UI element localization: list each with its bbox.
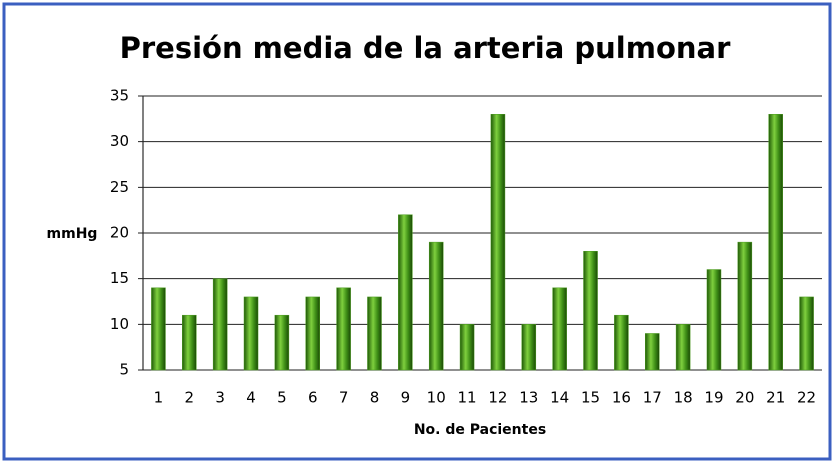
x-tick-label: 15 [581,389,600,407]
x-tick-label: 13 [519,389,538,407]
bar [799,296,814,371]
bar [552,287,567,371]
y-tick-label: 25 [110,178,129,196]
bar [243,296,259,371]
bar [336,287,351,371]
bar [459,324,475,371]
y-tick-label: 35 [110,87,129,105]
bar [737,241,753,371]
x-tick-label: 1 [154,389,164,407]
x-tick-label: 22 [797,389,816,407]
x-tick-label: 9 [401,389,411,407]
bar [151,287,166,371]
bar [428,241,444,371]
y-tick-label: 30 [110,132,129,150]
bar [768,114,783,371]
x-tick-label: 17 [643,389,662,407]
bar [521,324,537,371]
bar [398,214,413,371]
chart-title: Presión media de la arteria pulmonar [120,31,731,65]
bar [274,314,290,371]
x-tick-label: 7 [339,389,349,407]
y-tick-label: 10 [110,315,129,333]
x-tick-label: 21 [766,389,785,407]
x-tick-label: 18 [674,389,693,407]
y-tick-label: 5 [119,361,129,379]
bar [182,314,197,371]
x-tick-label: 2 [185,389,195,407]
x-axis-label: No. de Pacientes [414,422,546,438]
x-tick-label: 14 [550,389,569,407]
bar [305,296,320,371]
x-tick-label: 10 [427,389,446,407]
bar [583,251,598,371]
x-tick-label: 4 [246,389,256,407]
x-tick-label: 19 [704,389,723,407]
x-tick-label: 6 [308,389,318,407]
bar [645,333,660,371]
bar [367,296,382,371]
bar [706,269,722,371]
bar [675,324,691,371]
bar [614,314,629,371]
x-tick-label: 11 [458,389,477,407]
x-tick-label: 20 [735,389,754,407]
x-tick-label: 12 [488,389,507,407]
y-axis-label: mmHg [47,226,98,242]
y-tick-label: 20 [110,224,129,242]
bar [212,278,228,371]
x-tick-label: 8 [370,389,380,407]
x-tick-label: 5 [277,389,287,407]
bar [490,114,506,371]
x-tick-label: 3 [215,389,225,407]
y-tick-label: 15 [110,269,129,287]
x-tick-label: 16 [612,389,631,407]
